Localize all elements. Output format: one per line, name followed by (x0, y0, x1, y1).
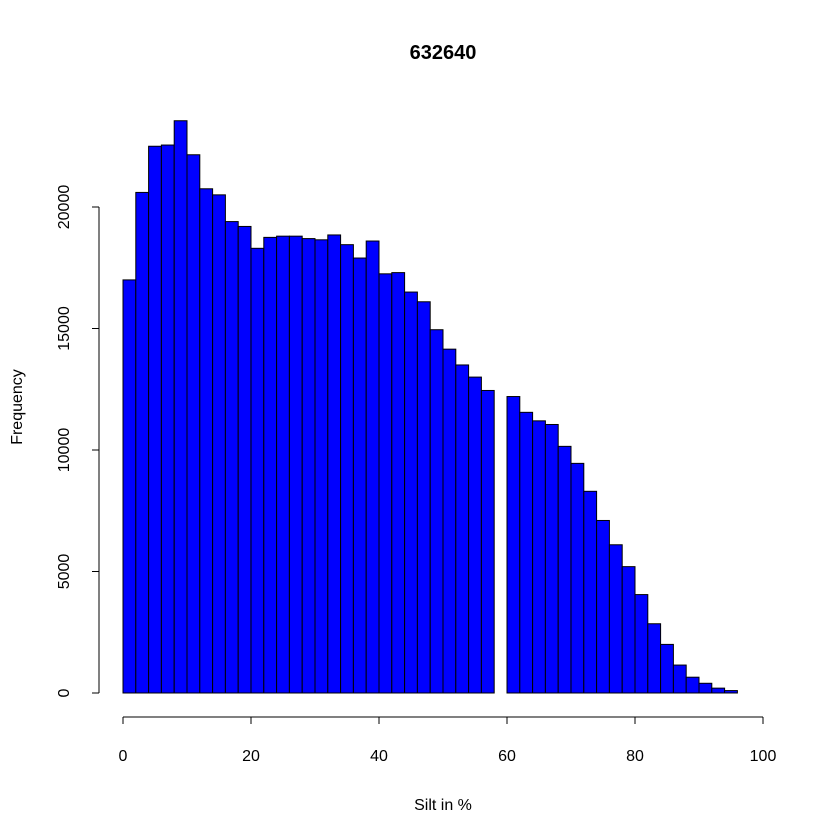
x-tick-label: 60 (498, 748, 516, 765)
histogram-bar (532, 420, 546, 694)
x-tick-label: 100 (750, 748, 777, 765)
y-tick-label: 15000 (56, 306, 73, 351)
histogram-bar (288, 235, 303, 694)
chart-title: 632640 (410, 42, 477, 64)
histogram-bar (391, 272, 406, 694)
x-tick-label: 40 (370, 748, 388, 765)
histogram-bar (608, 544, 623, 694)
y-tick-label: 5000 (56, 554, 73, 590)
histogram-bar (596, 519, 610, 694)
histogram-bar (570, 462, 585, 694)
histogram-bar (660, 643, 674, 694)
histogram-bar (378, 273, 393, 694)
histogram-bar (647, 623, 662, 694)
histogram-bar (519, 411, 534, 694)
histogram-bar (416, 301, 431, 694)
histogram-bar (698, 682, 713, 694)
histogram-bar (237, 225, 252, 694)
histogram-bar (365, 240, 380, 694)
histogram-bar (557, 445, 572, 694)
histogram-bar (340, 244, 354, 694)
histogram-bar (711, 687, 726, 694)
x-tick-label: 20 (242, 748, 260, 765)
y-tick-label: 20000 (56, 185, 73, 230)
histogram-bar (429, 329, 444, 694)
histogram-bar (314, 239, 329, 694)
histogram-bar (160, 144, 175, 694)
histogram-bar (583, 490, 598, 694)
histogram-bar (672, 664, 687, 694)
bars-group (122, 120, 738, 694)
histogram-bar (301, 238, 316, 694)
histogram-bar (442, 348, 457, 694)
histogram-bar (263, 236, 278, 694)
histogram-bar (544, 423, 559, 694)
histogram-bar (468, 376, 482, 694)
histogram-bar (122, 279, 137, 694)
x-tick-label: 80 (626, 748, 644, 765)
histogram-bar (186, 154, 201, 694)
histogram-bar (276, 235, 290, 694)
x-axis: 0 20 40 60 80 100 (119, 716, 777, 765)
histogram-bar (352, 257, 367, 694)
x-tick-label: 0 (119, 748, 128, 765)
histogram-bar (212, 194, 226, 694)
histogram-bar (199, 188, 214, 694)
histogram-bar (173, 120, 188, 694)
histogram-bar (724, 690, 738, 694)
histogram-bar (250, 247, 265, 694)
histogram-bar (455, 364, 470, 694)
histogram-bar (621, 566, 636, 694)
histogram-bar (480, 389, 495, 694)
y-tick-label: 0 (56, 688, 73, 697)
histogram-bar (506, 396, 521, 694)
histogram-bar (634, 594, 649, 694)
x-axis-label: Silt in % (414, 797, 472, 814)
histogram-bar (327, 234, 342, 694)
histogram-bar (148, 145, 162, 694)
histogram-bar (685, 676, 700, 694)
histogram-bar (135, 191, 150, 694)
y-tick-label: 10000 (56, 428, 73, 473)
y-axis: 0 5000 10000 15000 20000 (56, 185, 100, 697)
histogram-bar (404, 291, 418, 694)
y-axis-label: Frequency (9, 369, 26, 445)
histogram-bar (224, 221, 239, 694)
